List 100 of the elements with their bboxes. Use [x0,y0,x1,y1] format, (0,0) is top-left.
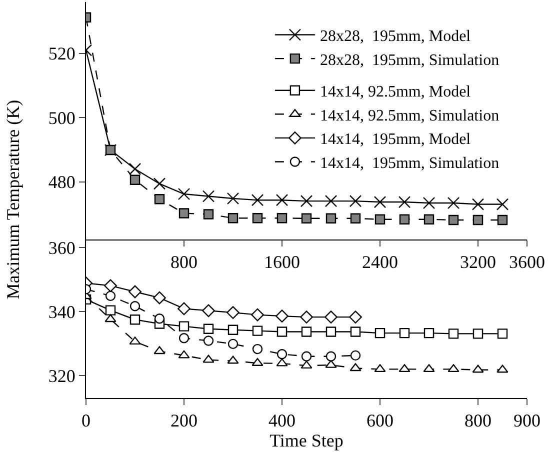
point [374,196,386,208]
point [423,364,435,372]
point [422,196,436,210]
point [349,310,362,324]
point [424,328,434,338]
point [203,324,214,334]
point [276,358,288,366]
point [105,290,116,302]
point [276,310,288,323]
point [448,214,459,226]
point [374,328,386,338]
point [130,314,140,325]
x-tick-label: 0 [82,410,90,431]
point [104,314,116,322]
x-tick-label: 3200 [460,252,496,272]
point [252,212,263,224]
point [497,328,508,339]
point [202,304,215,318]
point [203,336,214,346]
x-tick-label: 900 [514,410,540,431]
point [202,190,215,202]
point [447,196,460,210]
point [276,194,288,206]
legend-label: 14x14, 195mm, Model [320,131,472,148]
point [472,198,484,210]
point [128,162,142,176]
point [324,310,338,324]
point [350,363,362,372]
legend-label: 28x28, 195mm, Simulation [320,52,500,69]
point [472,214,484,226]
y-tick-label: 520 [48,44,76,64]
point [202,354,214,363]
y-tick-label: 320 [48,366,76,386]
point [178,333,190,344]
point [350,213,361,224]
point [350,326,361,337]
point [252,326,263,336]
x-axis-title: Time Step [270,430,344,451]
point [130,301,140,312]
y-tick-label: 360 [48,238,76,258]
point [105,305,116,316]
point [226,192,240,205]
point [398,364,410,372]
x-tick-label: 200 [170,410,198,431]
point [300,360,312,369]
x-tick-label: 800 [170,252,198,272]
point [251,194,264,206]
point [374,364,386,372]
legend-label: 14x14, 92.5mm, Model [320,84,472,101]
point [228,338,238,350]
point [324,194,338,208]
y-axis-title: Maximum Temperature (K) [3,100,24,300]
point [326,213,336,224]
point [252,344,263,354]
point [154,314,165,324]
point [178,302,190,316]
x-tick-label: 800 [464,410,492,431]
legend-label: 28x28, 195mm, Model [320,28,472,45]
point [399,328,410,338]
point [496,198,509,210]
point [129,336,141,345]
point [276,349,288,360]
point [153,178,166,190]
point [448,328,459,339]
x-tick-label: 400 [268,410,296,431]
point [326,326,336,337]
point [496,364,508,373]
point [300,310,313,324]
point [301,213,312,224]
point [325,360,337,368]
point [227,356,239,364]
point [326,351,336,362]
point [154,346,166,354]
point [153,291,166,304]
x-tick-label: 2400 [362,252,398,272]
x-tick-label: 600 [366,410,394,431]
point [128,285,142,298]
point [276,326,288,337]
point [178,208,190,218]
point [276,212,288,224]
point [228,212,238,224]
point [374,214,386,224]
point [178,350,190,358]
point [228,324,238,335]
legend-label: 14x14, 195mm, Simulation [320,154,500,172]
x-tick-label: 3600 [509,252,545,272]
point [349,194,362,208]
point [203,209,214,220]
legend-label: 14x14, 92.5mm, Simulation [320,107,500,124]
point [472,364,484,373]
y-tick-label: 500 [48,108,76,128]
point [154,194,165,204]
y-tick-label: 340 [48,302,76,322]
point [472,328,484,339]
point [251,308,264,322]
point [448,364,460,372]
x-tick-label: 1600 [264,252,300,272]
point [178,321,190,332]
point [424,214,434,224]
point [130,174,140,185]
